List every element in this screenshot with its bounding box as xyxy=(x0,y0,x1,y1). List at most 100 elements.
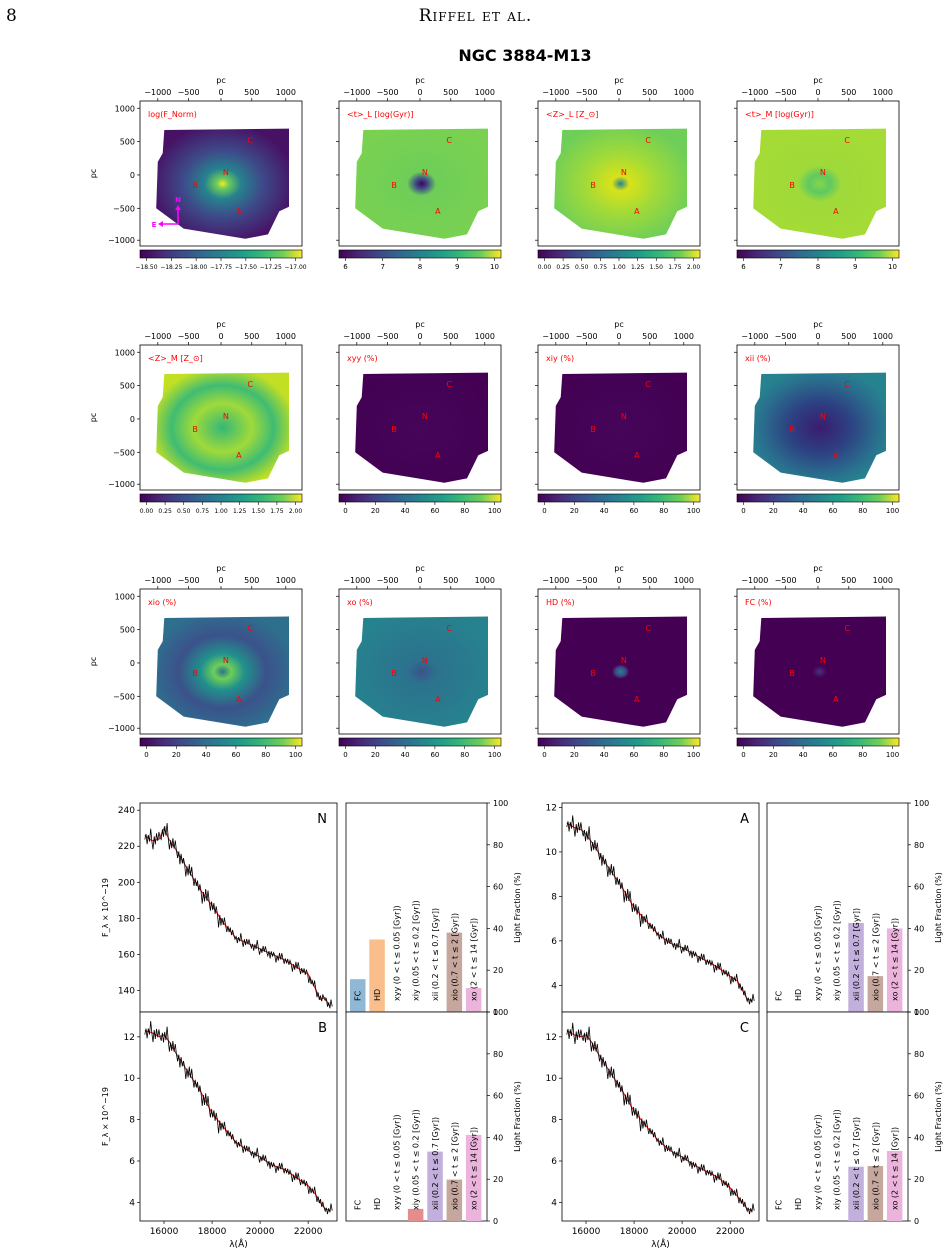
fraction-category-label: xii (0.2 < t ≤ 0.7 [Gyr]) xyxy=(431,908,440,1001)
fraction-category-label: FC xyxy=(354,1199,363,1210)
fraction-bar xyxy=(886,928,903,1012)
fraction-y-tick-label: 60 xyxy=(914,883,924,892)
colorbar-tick-label: 0 xyxy=(542,507,546,515)
map-top-tick-label: 1000 xyxy=(674,332,694,341)
fraction-category-label: xyy (0 < t ≤ 0.05 [Gyr]) xyxy=(813,1114,822,1210)
fraction-category-label: xio (0.7 < t ≤ 2 [Gyr]) xyxy=(871,1122,880,1210)
fraction-bar xyxy=(886,1151,903,1221)
colorbar-tick-label: 40 xyxy=(799,507,808,515)
spectrum-x-tick-label: 22000 xyxy=(716,1227,745,1237)
map-top-tick-label: 500 xyxy=(443,88,458,97)
region-marker-a: A xyxy=(435,207,441,216)
colorbar-tick-label: 0.00 xyxy=(538,264,552,271)
spectrum-frame xyxy=(561,802,760,1013)
spectrum-panel-a: 4 6 8 10 12 A xyxy=(546,802,760,1015)
fraction-category-label: xii (0.2 < t ≤ 0.7 [Gyr]) xyxy=(852,1117,861,1210)
map-top-tick-label: 500 xyxy=(642,576,657,585)
fraction-panel-c: FC HD xyy (0 < t ≤ 0.05 [Gyr]) xiy (0.05 < … xyxy=(766,1008,943,1226)
colorbar-tick-label: 0.50 xyxy=(177,508,191,515)
colorbar xyxy=(139,249,303,259)
colorbar-tick-label: 40 xyxy=(202,751,211,759)
map-top-tick-label: −500 xyxy=(576,88,598,97)
map-top-tick-label: 1000 xyxy=(475,576,495,585)
fraction-bar xyxy=(369,939,385,1012)
colorbar-tick-label: 0 xyxy=(144,751,148,759)
fraction-bar xyxy=(867,1166,884,1221)
region-marker-c: C xyxy=(247,380,253,389)
colorbar-tick-label: 0.25 xyxy=(556,264,570,271)
colorbar-tick-label: 0 xyxy=(542,751,546,759)
colorbar-tick-label: 40 xyxy=(401,751,410,759)
region-marker-a: A xyxy=(236,451,242,460)
map-panel-label: <t>_L [log(Gyr)] xyxy=(347,110,413,119)
spectrum-y-tick-label: 140 xyxy=(118,986,135,996)
running-head: Riffel et al. xyxy=(418,6,533,26)
spectrum-y-axis-label: F_λ × 10^−19 xyxy=(101,878,110,937)
region-marker-n: N xyxy=(621,656,627,665)
region-marker-n: N xyxy=(621,168,627,177)
colorbar xyxy=(338,493,502,503)
fraction-y-tick-label: 80 xyxy=(914,1050,924,1059)
map-panel: pc −1000 −500 0 500 1000 xo (%) N A B C 0 20 40 60 80 10… xyxy=(336,564,502,759)
map-left-tick-label: 0 xyxy=(130,415,135,424)
region-marker-a: A xyxy=(435,695,441,704)
colorbar-tick-label: 2.00 xyxy=(289,508,303,515)
colorbar-tick-label: 1.25 xyxy=(233,508,247,515)
map-panel: pc −1000 −500 0 500 1000 HD (%) N A B C 0 20 40 60 80 10… xyxy=(535,564,701,759)
spectrum-y-tick-label: 10 xyxy=(546,1074,558,1084)
fraction-category-label: xyy (0 < t ≤ 0.05 [Gyr]) xyxy=(392,905,401,1001)
map-left-axis-label: pc xyxy=(89,169,98,178)
fraction-category-label: xio (0.7 < t ≤ 2 [Gyr]) xyxy=(450,1122,459,1210)
colorbar-tick-label: 1.25 xyxy=(631,264,645,271)
fraction-category-label: xiy (0.05 < t ≤ 0.2 [Gyr]) xyxy=(412,900,421,1001)
map-panel: pc −1000 −500 0 500 1000 FC (%) N A B C 0 20 40 60 80 10… xyxy=(734,564,900,759)
spectrum-y-tick-label: 6 xyxy=(129,1157,135,1167)
map-panel: pc −1000 −500 0 500 1000 1000 500 0 −500 −1000 pc lo… xyxy=(89,76,307,271)
map-top-tick-label: −500 xyxy=(775,576,797,585)
colorbar-tick-label: 60 xyxy=(828,507,837,515)
colorbar-tick-label: 0 xyxy=(741,751,745,759)
fraction-y-tick-label: 20 xyxy=(493,1175,503,1184)
map-top-tick-label: 0 xyxy=(815,332,820,341)
region-marker-b: B xyxy=(590,425,596,434)
map-top-tick-label: −1000 xyxy=(741,88,768,97)
map-left-axis-label: pc xyxy=(89,657,98,666)
spectrum-y-tick-label: 4 xyxy=(551,981,557,991)
map-top-tick-label: 1000 xyxy=(873,332,893,341)
colorbar-tick-label: 20 xyxy=(371,751,380,759)
map-left-tick-label: 0 xyxy=(130,171,135,180)
colorbar-tick-label: 0.75 xyxy=(196,508,210,515)
compass-east-label: E xyxy=(152,221,157,229)
fraction-y-tick-label: 100 xyxy=(914,1008,929,1017)
map-top-axis-label: pc xyxy=(813,564,822,573)
map-top-tick-label: 0 xyxy=(616,332,621,341)
map-top-tick-label: 0 xyxy=(616,576,621,585)
map-top-tick-label: 500 xyxy=(642,88,657,97)
fraction-category-label: FC xyxy=(775,990,784,1001)
spectrum-panel-label: B xyxy=(318,1021,327,1036)
map-top-tick-label: 1000 xyxy=(873,88,893,97)
colorbar-tick-label: 100 xyxy=(687,751,700,759)
region-marker-b: B xyxy=(590,669,596,678)
region-marker-c: C xyxy=(844,380,850,389)
map-panel: pc −1000 −500 0 500 1000 <t>_L [log(Gyr)] N A B C 6… xyxy=(336,76,502,271)
fraction-y-axis-label: Light Fraction (%) xyxy=(934,872,943,943)
fraction-bar xyxy=(407,1208,424,1221)
spectrum-frame xyxy=(561,1011,760,1222)
colorbar xyxy=(736,493,900,503)
region-marker-b: B xyxy=(789,669,795,678)
region-marker-a: A xyxy=(634,207,640,216)
map-top-tick-label: −500 xyxy=(178,332,200,341)
spectrum-y-tick-label: 4 xyxy=(129,1198,135,1208)
map-top-tick-label: 0 xyxy=(218,576,223,585)
colorbar-tick-label: 100 xyxy=(886,507,899,515)
fraction-bar xyxy=(465,988,482,1012)
spectrum-y-tick-label: 6 xyxy=(551,1157,557,1167)
map-top-tick-label: 0 xyxy=(417,332,422,341)
map-top-axis-label: pc xyxy=(813,76,822,85)
fraction-bar xyxy=(350,979,366,1012)
colorbar-tick-label: 20 xyxy=(769,507,778,515)
map-left-tick-label: −500 xyxy=(113,204,135,213)
